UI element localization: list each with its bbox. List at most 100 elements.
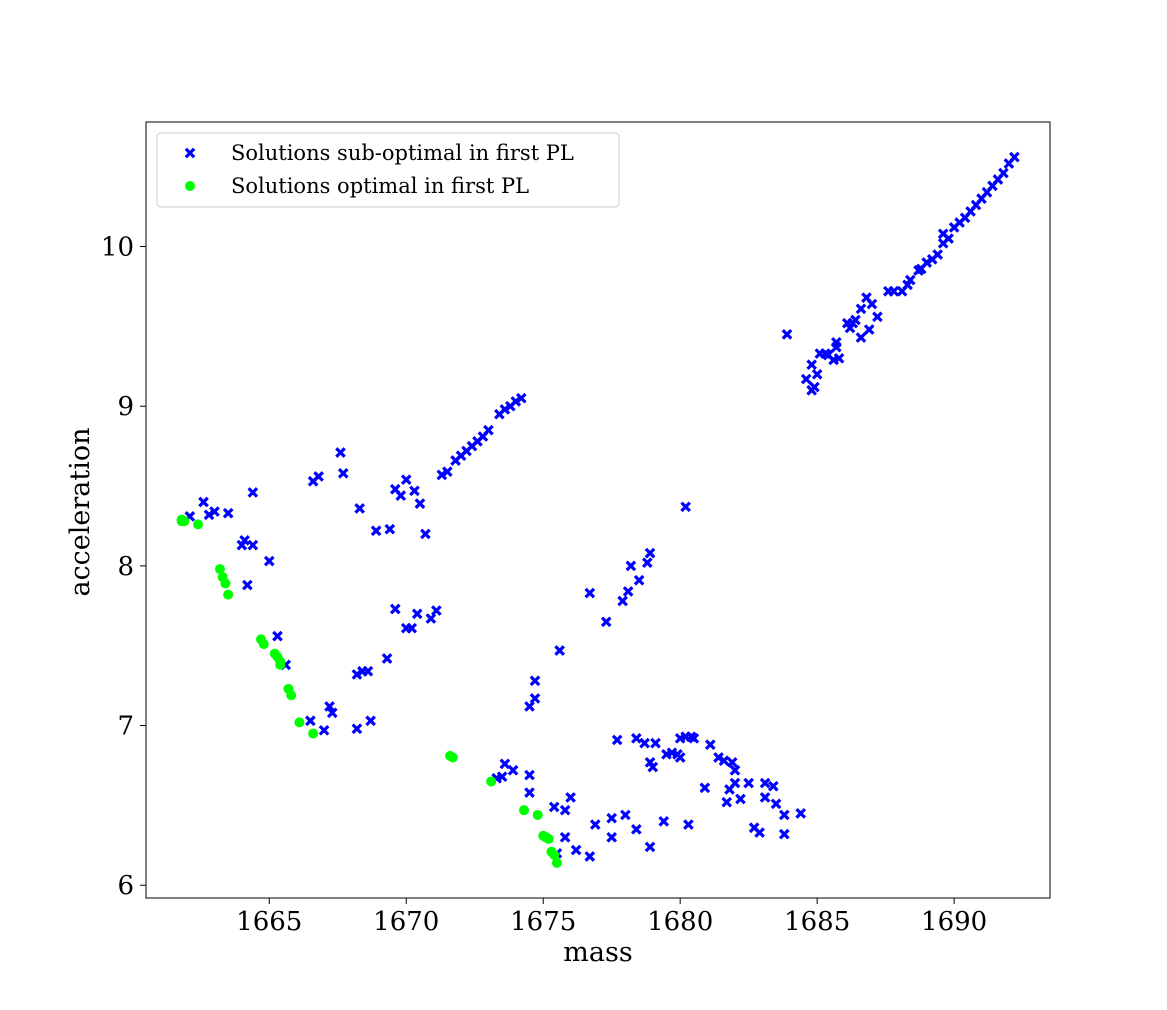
data-point-suboptimal <box>548 801 560 813</box>
data-point-optimal <box>193 519 204 530</box>
data-point-suboptimal <box>811 368 823 380</box>
data-point-suboptimal <box>872 311 883 323</box>
data-point-optimal <box>543 833 554 844</box>
data-point-optimal <box>286 690 297 701</box>
data-point-suboptimal <box>442 466 453 478</box>
data-point-suboptimal <box>247 539 259 551</box>
data-point-suboptimal <box>680 501 691 513</box>
data-point-suboptimal <box>203 509 215 521</box>
data-point-suboptimal <box>735 793 746 805</box>
y-tick-label: 10 <box>101 233 134 263</box>
data-point-suboptimal <box>606 831 618 843</box>
data-point-suboptimal <box>198 496 209 508</box>
x-tick-label: 1670 <box>373 907 439 937</box>
data-point-suboptimal <box>507 764 519 776</box>
data-point-suboptimal <box>631 824 642 835</box>
data-point-optimal <box>179 516 190 527</box>
data-point-suboptimal <box>833 352 845 364</box>
data-point-suboptimal <box>688 732 700 744</box>
data-point-suboptimal <box>855 303 867 315</box>
data-point-suboptimal <box>600 616 612 628</box>
data-point-suboptimal <box>483 424 494 436</box>
y-axis-label: acceleration <box>65 427 96 596</box>
data-point-suboptimal <box>830 337 842 348</box>
data-point-suboptimal <box>414 498 426 509</box>
data-point-suboptimal <box>406 622 418 634</box>
data-point-suboptimal <box>800 373 812 385</box>
data-point-suboptimal <box>795 808 807 819</box>
data-point-suboptimal <box>499 404 511 415</box>
data-point-suboptimal <box>713 752 724 763</box>
legend-marker-optimal <box>185 181 195 191</box>
data-point-suboptimal <box>239 535 250 546</box>
data-point-suboptimal <box>644 841 656 853</box>
data-point-suboptimal <box>589 819 601 830</box>
data-point-suboptimal <box>335 447 346 458</box>
data-point-suboptimal <box>324 701 335 712</box>
data-point-suboptimal <box>400 474 412 485</box>
data-point-suboptimal <box>570 844 582 856</box>
data-point-suboptimal <box>683 819 694 830</box>
data-point-suboptimal <box>850 314 861 326</box>
data-point-suboptimal <box>510 396 522 407</box>
data-point-suboptimal <box>743 777 754 789</box>
data-point-suboptimal <box>606 812 618 824</box>
data-point-suboptimal <box>699 782 711 794</box>
data-point-suboptimal <box>411 608 423 620</box>
data-point-suboptimal <box>778 809 790 821</box>
data-point-suboptimal <box>759 792 771 803</box>
data-point-suboptimal <box>617 595 628 607</box>
data-point-suboptimal <box>337 467 349 479</box>
data-point-optimal <box>549 849 560 860</box>
x-axis-label: mass <box>563 937 632 968</box>
data-point-suboptimal <box>647 761 659 773</box>
data-point-suboptimal <box>420 528 431 540</box>
data-point-suboptimal <box>409 485 420 497</box>
data-point-suboptimal <box>354 503 366 514</box>
data-point-suboptimal <box>998 167 1009 179</box>
data-point-suboptimal <box>496 771 508 782</box>
data-point-suboptimal <box>326 707 338 719</box>
x-tick-label: 1690 <box>921 907 987 937</box>
series-optimal <box>176 514 562 868</box>
legend-box <box>156 132 620 208</box>
data-point-suboptimal <box>855 332 867 343</box>
y-tick-label: 8 <box>117 552 134 582</box>
x-tick-label: 1675 <box>510 907 576 937</box>
data-point-suboptimal <box>921 257 933 268</box>
data-point-suboptimal <box>384 523 396 535</box>
data-point-optimal <box>519 805 530 816</box>
data-point-suboptimal <box>318 725 330 736</box>
data-point-optimal <box>532 809 543 820</box>
data-point-suboptimal <box>431 605 442 616</box>
data-point-suboptimal <box>242 579 253 591</box>
data-point-suboptimal <box>425 613 437 624</box>
x-tick-label: 1665 <box>236 907 302 937</box>
data-point-suboptimal <box>932 249 944 260</box>
data-point-suboptimal <box>633 574 645 586</box>
data-point-suboptimal <box>863 324 875 335</box>
data-point-suboptimal <box>721 796 733 808</box>
data-point-suboptimal <box>718 755 730 767</box>
legend-x-marker <box>184 147 196 159</box>
data-point-suboptimal <box>729 777 741 789</box>
data-point-suboptimal <box>631 732 642 744</box>
data-point-suboptimal <box>529 693 541 704</box>
x-tick-label: 1680 <box>647 907 713 937</box>
data-point-suboptimal <box>524 787 535 798</box>
data-point-suboptimal <box>559 831 571 843</box>
data-point-suboptimal <box>770 798 782 810</box>
data-point-suboptimal <box>272 630 283 642</box>
plot-frame <box>145 121 1051 899</box>
data-point-optimal <box>223 589 234 600</box>
x-tick-label: 1685 <box>784 907 850 937</box>
data-point-optimal <box>447 752 458 763</box>
data-point-suboptimal <box>524 701 535 712</box>
data-point-suboptimal <box>625 560 637 572</box>
data-point-suboptimal <box>641 557 653 569</box>
data-point-optimal <box>308 728 319 739</box>
data-point-optimal <box>275 659 286 670</box>
data-point-suboptimal <box>554 645 565 656</box>
data-point-suboptimal <box>365 715 376 727</box>
data-point-suboptimal <box>351 723 363 735</box>
